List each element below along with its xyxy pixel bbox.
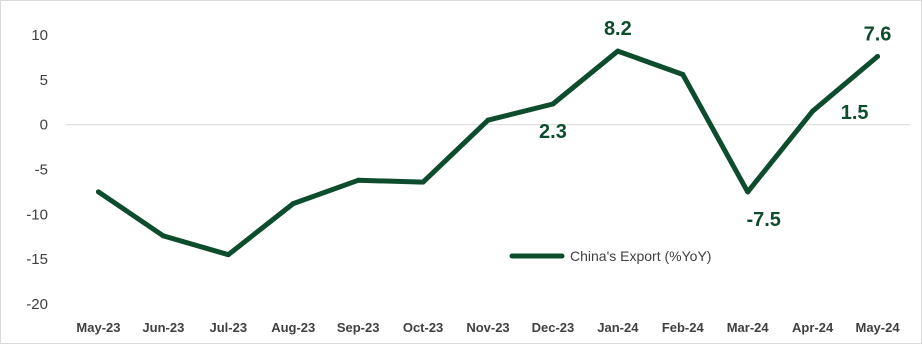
legend: China's Export (%YoY) (509, 248, 711, 264)
x-tick-label: Sep-23 (337, 320, 380, 335)
data-point (225, 252, 231, 258)
data-point (680, 71, 686, 77)
x-tick-label: Jun-23 (142, 320, 184, 335)
data-point (875, 54, 881, 60)
y-tick-label: 10 (31, 27, 48, 44)
y-tick-label: 5 (40, 72, 48, 89)
data-point (745, 189, 751, 195)
data-labels: 2.3 8.2 -7.5 1.5 7.6 (539, 18, 891, 231)
data-label: 2.3 (539, 121, 567, 143)
x-tick-label: Feb-24 (662, 320, 705, 335)
x-tick-label: Oct-23 (403, 320, 443, 335)
legend-label: China's Export (%YoY) (570, 248, 711, 264)
x-tick-label: Apr-24 (792, 320, 834, 335)
y-axis-ticks: 10 5 0 -5 -10 -15 -20 (26, 27, 48, 313)
x-axis-ticks: May-23 Jun-23 Jul-23 Aug-23 Sep-23 Oct-23 Nov-… (76, 320, 900, 335)
x-tick-label: Mar-24 (727, 320, 770, 335)
data-point (485, 117, 491, 123)
data-label: -7.5 (746, 209, 780, 231)
data-points (95, 48, 881, 258)
data-point (95, 189, 101, 195)
y-tick-label: 0 (40, 117, 48, 134)
x-tick-label: Aug-23 (271, 320, 315, 335)
x-tick-label: May-23 (76, 320, 120, 335)
data-point (550, 101, 556, 107)
data-label: 7.6 (864, 24, 892, 46)
data-point (290, 201, 296, 207)
y-tick-label: -5 (35, 162, 48, 179)
x-tick-label: May-24 (855, 320, 900, 335)
data-label: 8.2 (604, 18, 632, 40)
x-tick-label: Jul-23 (210, 320, 248, 335)
x-tick-label: Jan-24 (597, 320, 639, 335)
data-point (810, 108, 816, 114)
data-label: 1.5 (841, 102, 869, 124)
data-point (355, 177, 361, 183)
y-tick-label: -20 (26, 296, 48, 313)
data-point (615, 48, 621, 54)
x-tick-label: Dec-23 (532, 320, 575, 335)
data-point (160, 233, 166, 239)
x-tick-label: Nov-23 (466, 320, 509, 335)
y-tick-label: -15 (26, 251, 48, 268)
y-tick-label: -10 (26, 206, 48, 223)
data-point (420, 179, 426, 185)
